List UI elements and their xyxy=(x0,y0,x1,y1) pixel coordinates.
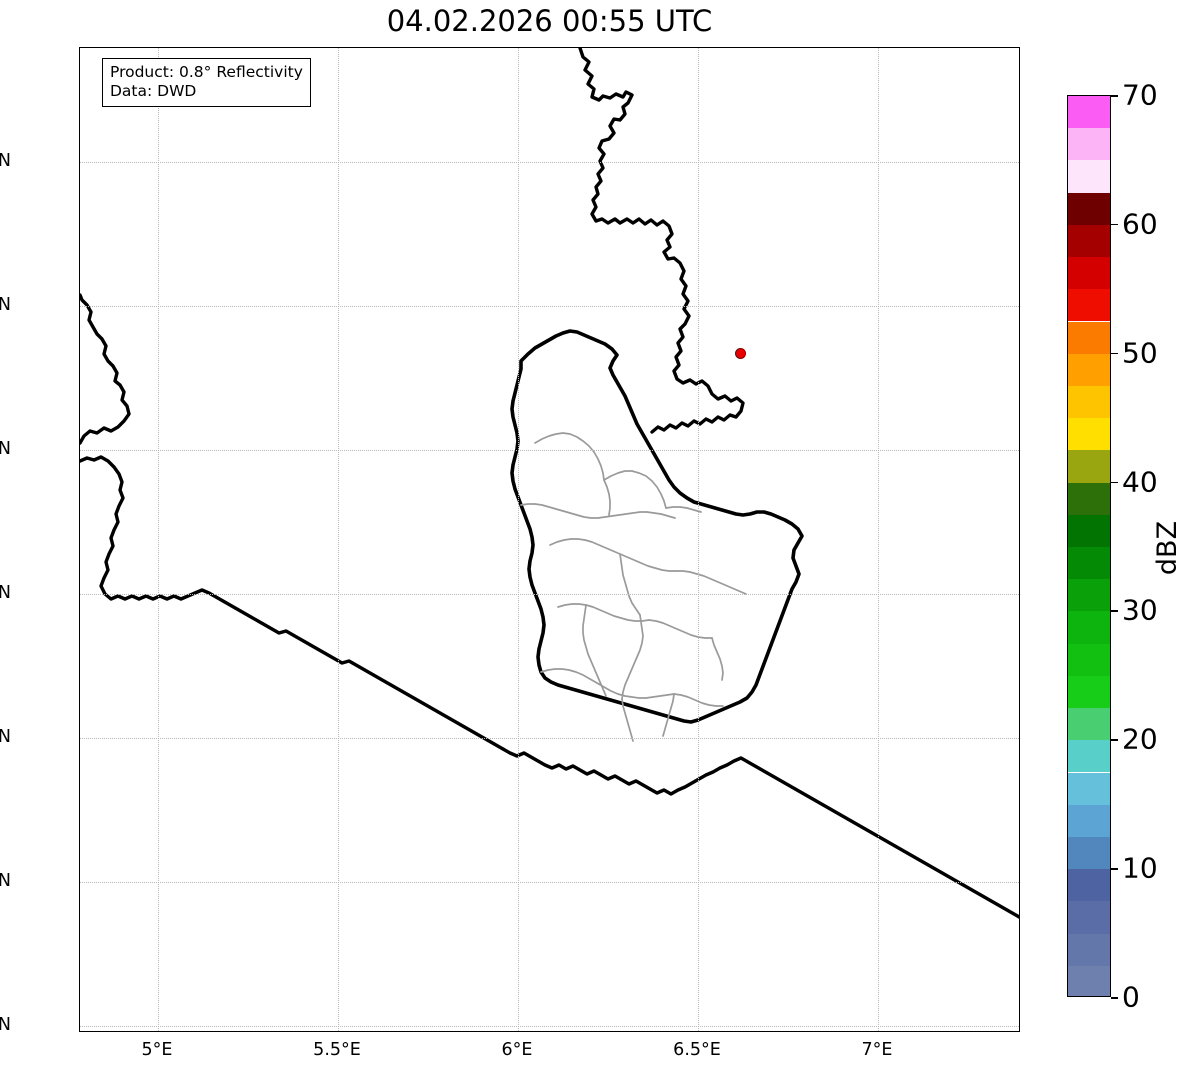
xtick-mark-7 xyxy=(878,1031,879,1032)
colorbar-band-10-12.5 xyxy=(1068,836,1110,870)
gridline-lat-50-5 xyxy=(80,162,1019,164)
colorbar-band-45-47.5 xyxy=(1068,385,1110,419)
ytick-mark-49-5 xyxy=(79,738,80,739)
xtick-mark-6 xyxy=(518,1031,519,1032)
gridline-lon-7 xyxy=(878,48,880,1031)
colorbar-tick-mark-70 xyxy=(1111,95,1118,97)
gridline-lat-50 xyxy=(80,450,1019,452)
info-data-line: Data: DWD xyxy=(110,81,197,100)
gridline-lon-6-5 xyxy=(698,48,700,1031)
colorbar[interactable] xyxy=(1067,95,1111,997)
ytick-mark-50-5 xyxy=(79,162,80,163)
colorbar-band-32.5-35 xyxy=(1068,547,1110,580)
colorbar-band-27.5-30 xyxy=(1068,611,1110,644)
colorbar-band-42.5-45 xyxy=(1068,418,1110,451)
ytick-mark-49-75 xyxy=(79,594,80,595)
xtick-label-6-5: 6.5°E xyxy=(673,1040,721,1060)
gridline-lon-5 xyxy=(158,48,160,1031)
colorbar-band-7.5-10 xyxy=(1068,869,1110,902)
colorbar-tick-mark-20 xyxy=(1111,739,1118,741)
gridline-lat-49-5 xyxy=(80,738,1019,740)
ytick-mark-50 xyxy=(79,450,80,451)
colorbar-band-65-67.5 xyxy=(1068,128,1110,161)
colorbar-band-50-52.5 xyxy=(1068,321,1110,354)
ytick-label-49: 49°N xyxy=(0,1015,11,1035)
xtick-label-6: 6°E xyxy=(501,1040,533,1060)
colorbar-band-37.5-40 xyxy=(1068,482,1110,515)
gridline-lat-49-25 xyxy=(80,882,1019,884)
colorbar-band-5-7.5 xyxy=(1068,901,1110,934)
colorbar-tick-label-20: 20 xyxy=(1122,722,1158,756)
colorbar-band-35-37.5 xyxy=(1068,514,1110,547)
ytick-label-50-25: 50.25°N xyxy=(0,295,11,315)
colorbar-band-12.5-15 xyxy=(1068,804,1110,837)
gridline-lon-5-5 xyxy=(338,48,340,1031)
colorbar-band-47.5-50 xyxy=(1068,353,1110,386)
xtick-mark-6-5 xyxy=(698,1031,699,1032)
colorbar-band-15-17.5 xyxy=(1068,772,1110,805)
xtick-label-5-5: 5.5°E xyxy=(313,1040,361,1060)
gridline-lat-49 xyxy=(80,1026,1019,1028)
colorbar-band-2.5-5 xyxy=(1068,933,1110,966)
colorbar-band-22.5-25 xyxy=(1068,675,1110,709)
colorbar-tick-mark-0 xyxy=(1111,997,1118,999)
colorbar-tick-label-40: 40 xyxy=(1122,465,1158,499)
gridline-lat-50-25 xyxy=(80,306,1019,308)
ytick-label-49-75: 49.75°N xyxy=(0,583,11,603)
ytick-mark-50-25 xyxy=(79,306,80,307)
info-product-line: Product: 0.8° Reflectivity xyxy=(110,63,303,81)
gridline-lat-49-75 xyxy=(80,594,1019,596)
colorbar-tick-mark-50 xyxy=(1111,352,1118,355)
colorbar-band-0-2.5 xyxy=(1068,965,1110,996)
ytick-label-50: 50°N xyxy=(0,439,11,459)
colorbar-band-17.5-20 xyxy=(1068,740,1110,773)
colorbar-axis-label: dBZ xyxy=(1152,520,1183,576)
figure-title: 04.02.2026 00:55 UTC xyxy=(386,4,713,38)
map-plot-area[interactable]: Product: 0.8° Reflectivity Data: DWD xyxy=(79,47,1020,1032)
colorbar-band-62.5-65 xyxy=(1068,160,1110,193)
colorbar-band-52.5-55 xyxy=(1068,289,1110,322)
colorbar-band-67.5-70 xyxy=(1068,96,1110,129)
colorbar-tick-label-60: 60 xyxy=(1122,207,1158,241)
ytick-label-49-5: 49.5°N xyxy=(0,727,11,747)
colorbar-band-40-42.5 xyxy=(1068,450,1110,483)
colorbar-tick-label-50: 50 xyxy=(1122,336,1158,370)
xtick-label-5: 5°E xyxy=(141,1040,173,1060)
ytick-label-50-5: 50.5°N xyxy=(0,151,11,171)
radar-station-marker[interactable] xyxy=(734,347,746,359)
ytick-mark-49 xyxy=(79,1026,80,1027)
colorbar-tick-mark-60 xyxy=(1111,223,1118,226)
gridline-lon-6 xyxy=(518,48,520,1031)
colorbar-band-25-27.5 xyxy=(1068,643,1110,676)
colorbar-band-30-32.5 xyxy=(1068,579,1110,612)
xtick-label-7: 7°E xyxy=(861,1040,893,1060)
ytick-label-49-25: 49.25°N xyxy=(0,871,11,891)
map-geography xyxy=(80,48,1019,919)
ytick-mark-49-25 xyxy=(79,882,80,883)
colorbar-tick-mark-30 xyxy=(1111,610,1118,613)
colorbar-band-20-22.5 xyxy=(1068,708,1110,741)
colorbar-band-60-62.5 xyxy=(1068,192,1110,225)
colorbar-tick-mark-40 xyxy=(1111,481,1118,484)
colorbar-tick-mark-10 xyxy=(1111,868,1118,870)
colorbar-band-57.5-60 xyxy=(1068,224,1110,258)
colorbar-band-55-57.5 xyxy=(1068,257,1110,290)
xtick-mark-5 xyxy=(158,1031,159,1032)
product-info-box: Product: 0.8° Reflectivity Data: DWD xyxy=(102,58,311,107)
xtick-mark-5-5 xyxy=(338,1031,339,1032)
colorbar-tick-label-0: 0 xyxy=(1122,980,1140,1014)
colorbar-tick-label-30: 30 xyxy=(1122,593,1158,627)
colorbar-tick-label-70: 70 xyxy=(1122,78,1158,112)
colorbar-tick-label-10: 10 xyxy=(1122,851,1158,885)
